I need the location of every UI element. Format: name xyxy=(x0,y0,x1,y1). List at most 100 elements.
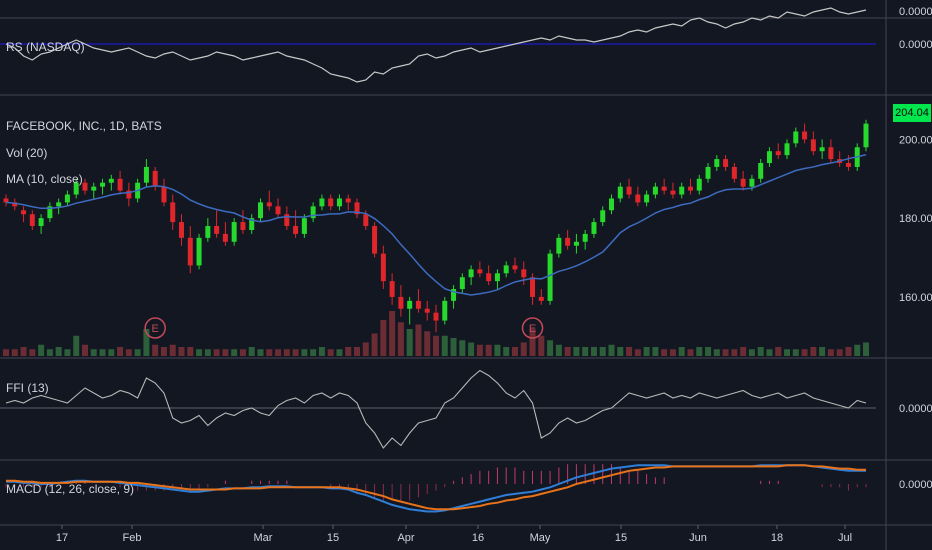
candle-body xyxy=(389,281,395,297)
candle-body xyxy=(644,194,650,203)
price-axis-label: 180.00 xyxy=(899,213,932,225)
price-title: FACEBOOK, INC., 1D, BATS xyxy=(6,119,162,133)
candle-body xyxy=(29,214,35,227)
ffi-axis-label: 0.0000 xyxy=(899,403,932,415)
volume-bar xyxy=(617,347,624,356)
volume-bar xyxy=(354,347,361,356)
candle-body xyxy=(740,178,746,187)
candle-body xyxy=(705,166,711,179)
price-axis-label: 200.00 xyxy=(899,134,932,146)
volume-bar xyxy=(652,347,659,356)
candle-body xyxy=(328,198,334,207)
candle-body xyxy=(117,178,123,191)
candle-body xyxy=(415,300,421,309)
volume-bar xyxy=(292,349,299,356)
candle-body xyxy=(573,241,579,246)
volume-bar xyxy=(854,344,861,356)
signal-line xyxy=(6,464,866,511)
vol-label: Vol (20) xyxy=(6,146,48,160)
candle-body xyxy=(205,226,211,238)
volume-bar xyxy=(275,349,282,356)
volume-bar xyxy=(468,342,475,356)
candle-body xyxy=(494,273,500,282)
candle-body xyxy=(143,166,149,183)
earnings-marker-label: E xyxy=(529,323,536,335)
volume-bar xyxy=(152,344,159,356)
x-axis-label: 16 xyxy=(472,532,484,544)
volume-bar xyxy=(283,349,290,356)
volume-bar xyxy=(73,335,80,356)
candle-body xyxy=(661,186,667,191)
volume-bar xyxy=(748,349,755,356)
candle-body xyxy=(372,226,378,254)
candle-body xyxy=(591,222,597,234)
volume-bar xyxy=(661,349,668,356)
candle-body xyxy=(196,237,202,266)
rs-label: RS (NASDAQ) xyxy=(6,40,85,54)
ffi-panel xyxy=(0,369,876,449)
candle-body xyxy=(766,151,772,164)
volume-bar xyxy=(11,349,18,356)
volume-bar xyxy=(424,331,431,356)
volume-bar xyxy=(64,349,71,356)
volume-bar xyxy=(511,347,518,356)
volume-bar xyxy=(406,329,413,356)
candle-body xyxy=(503,265,509,274)
candle-body xyxy=(407,300,413,309)
candle-body xyxy=(758,163,764,179)
candle-body xyxy=(433,312,439,321)
volume-bar xyxy=(740,347,747,356)
candle-body xyxy=(301,218,307,234)
ma-label: MA (10, close) xyxy=(6,172,83,186)
volume-bar xyxy=(801,349,808,356)
macd-panel xyxy=(5,464,867,513)
macd-label: MACD (12, 26, close, 9) xyxy=(6,482,135,496)
candle-body xyxy=(231,222,237,242)
volume-bar xyxy=(775,347,782,356)
candle-body xyxy=(12,202,18,207)
volume-bar xyxy=(3,349,9,356)
volume-bar xyxy=(134,349,141,356)
volume-bar xyxy=(705,347,712,356)
volume-bar xyxy=(784,349,791,356)
candle-body xyxy=(257,202,263,219)
volume-bar xyxy=(678,347,685,356)
volume-bar xyxy=(99,349,106,356)
earnings-marker-circle xyxy=(521,317,544,339)
volume-bar xyxy=(476,344,483,356)
candle-body xyxy=(179,222,185,238)
candle-body xyxy=(170,202,176,223)
candle-body xyxy=(828,147,834,160)
volume-bar xyxy=(90,349,97,356)
volume-bar xyxy=(415,324,422,356)
volume-bar xyxy=(599,347,606,356)
volume-bar xyxy=(389,311,396,356)
volume-bar xyxy=(608,344,615,356)
candle-body xyxy=(670,190,676,195)
ffi-label: FFI (13) xyxy=(6,381,49,395)
candle-body xyxy=(731,166,737,179)
volume-bar xyxy=(590,347,597,356)
candle-body xyxy=(126,190,132,199)
volume-bar xyxy=(178,347,185,356)
candle-body xyxy=(652,186,658,195)
volume-bar xyxy=(231,349,238,356)
volume-bar xyxy=(108,349,115,356)
candle-body xyxy=(293,226,299,234)
candle-body xyxy=(468,269,474,278)
earnings-marker-label: E xyxy=(152,323,159,335)
candle-body xyxy=(214,226,220,234)
volume-bar xyxy=(696,347,703,356)
price-axis-label: 160.00 xyxy=(899,292,932,304)
volume-bar xyxy=(318,347,325,356)
volume-bar xyxy=(310,349,317,356)
volume-bar xyxy=(81,344,88,356)
volume-bars xyxy=(3,311,869,356)
candle-body xyxy=(547,253,553,301)
ma-10-line xyxy=(5,154,867,296)
volume-bar xyxy=(459,340,466,356)
volume-bar xyxy=(117,347,124,356)
rs-axis-label: 0.0000 xyxy=(899,39,932,51)
volume-bar xyxy=(336,349,343,356)
